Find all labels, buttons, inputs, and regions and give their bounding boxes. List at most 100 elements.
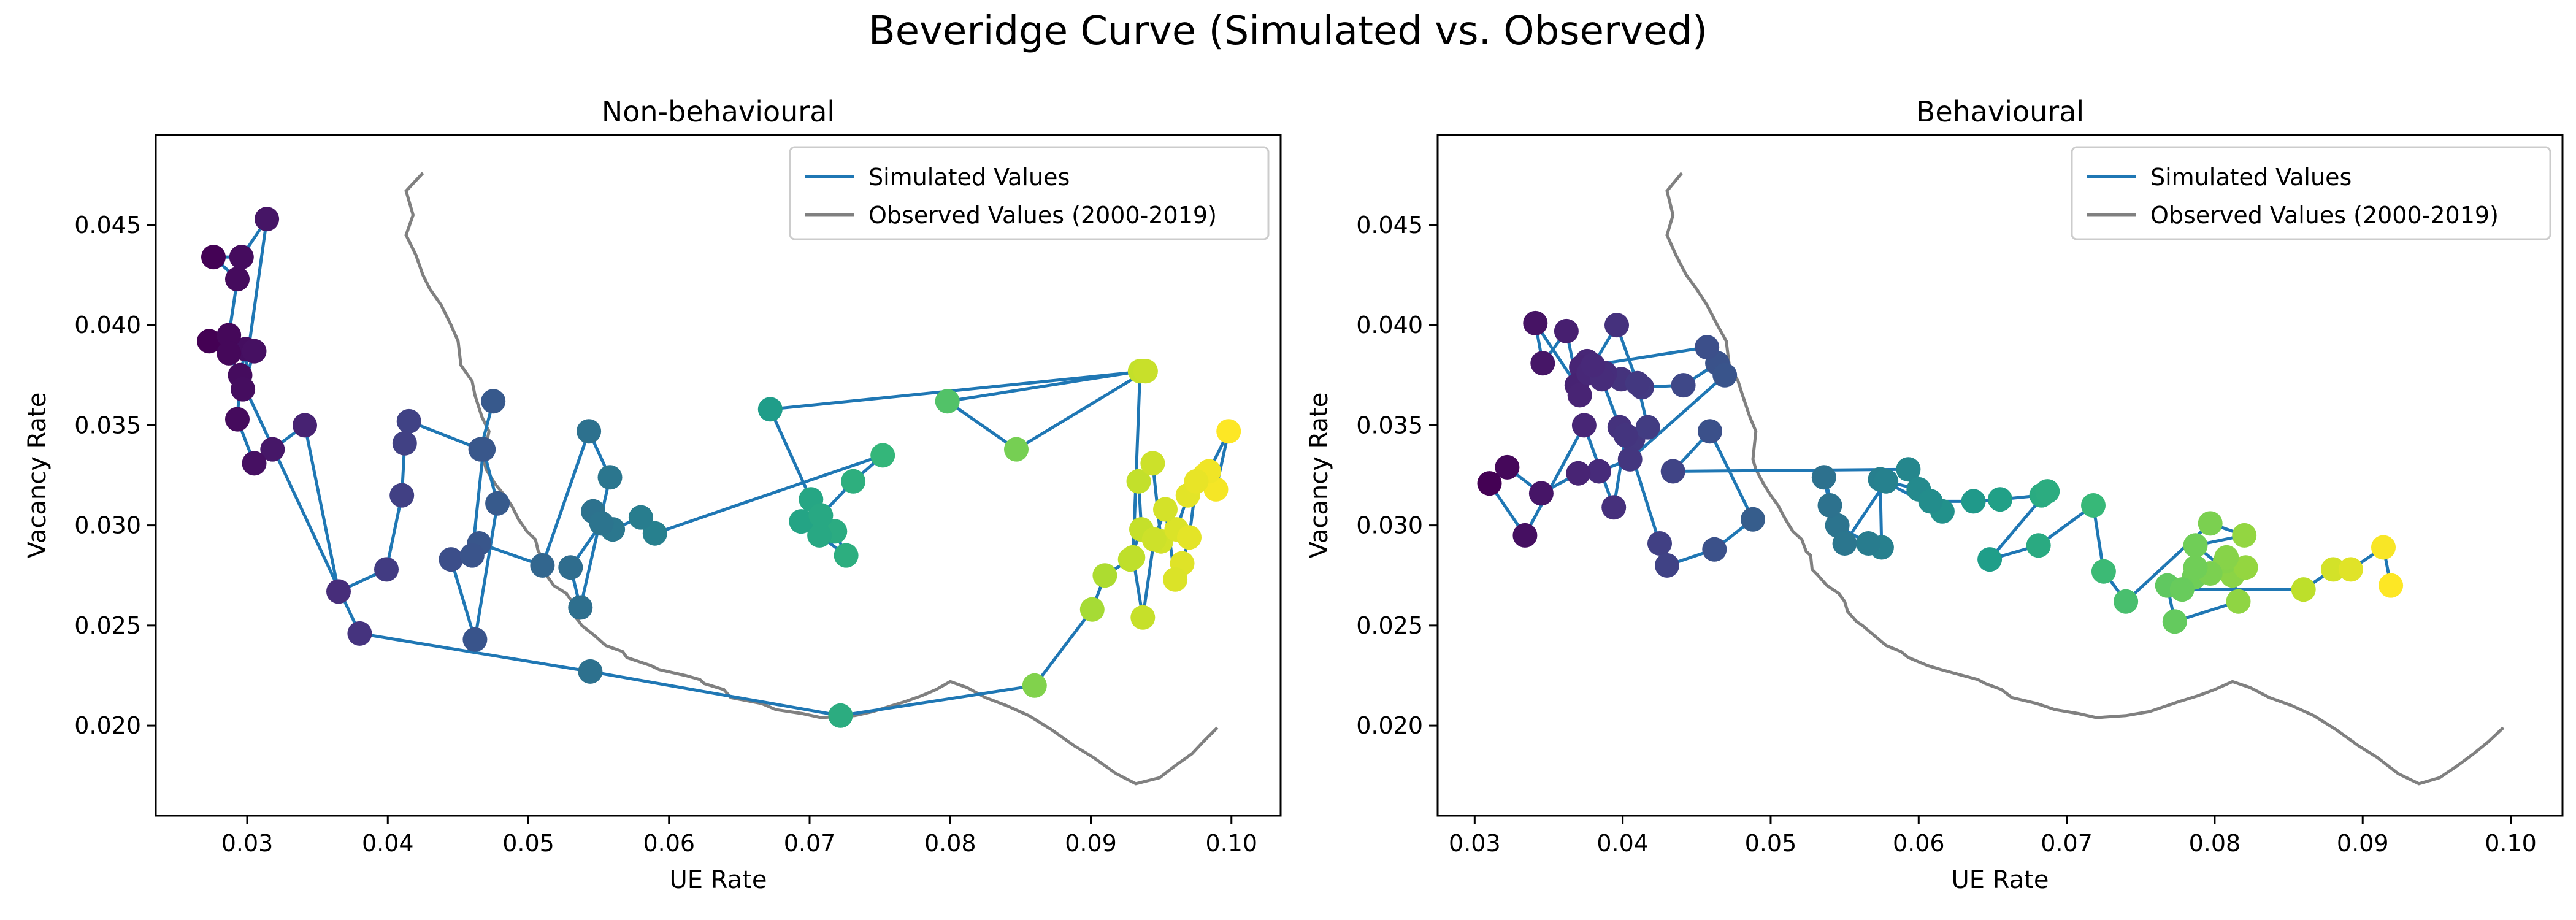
simulated-point (2114, 589, 2139, 614)
simulated-point (1163, 567, 1188, 592)
panel-title: Behavioural (1916, 95, 2084, 128)
observed-values-line (404, 172, 1219, 786)
simulated-point (1512, 523, 1538, 548)
simulated-point (2169, 577, 2195, 602)
simulated-point (1581, 353, 1606, 378)
y-axis-label: Vacancy Rate (23, 393, 52, 559)
simulated-point (589, 511, 614, 536)
simulated-point (1617, 447, 1643, 472)
simulated-point (1702, 537, 1727, 562)
simulated-point (481, 389, 506, 414)
simulated-point (828, 703, 853, 728)
plot-area (197, 172, 1241, 786)
simulated-point (568, 595, 593, 620)
simulated-point (231, 377, 256, 402)
simulated-point (2338, 557, 2363, 582)
simulated-point (628, 505, 653, 530)
y-tick-label: 0.035 (74, 412, 141, 439)
y-tick-label: 0.045 (74, 212, 141, 239)
simulated-point (841, 469, 866, 494)
simulated-point (2162, 609, 2187, 634)
simulated-point (326, 579, 351, 604)
simulated-point (1695, 335, 1720, 360)
simulated-point (808, 503, 834, 528)
simulated-point (217, 340, 242, 366)
x-tick-label: 0.03 (221, 830, 274, 857)
simulated-point (870, 443, 895, 468)
simulated-point (485, 491, 510, 516)
simulated-point (1625, 370, 1650, 396)
simulated-point (1153, 497, 1178, 522)
simulated-point (225, 267, 250, 292)
simulated-point (1092, 563, 1117, 588)
simulated-point (1140, 451, 1165, 476)
simulated-point (1712, 362, 1738, 388)
x-tick-label: 0.07 (784, 830, 836, 857)
x-tick-label: 0.04 (1597, 830, 1649, 857)
simulated-point (2081, 493, 2106, 518)
simulated-point (2232, 523, 2257, 548)
simulated-point (1141, 527, 1167, 552)
legend-label: Observed Values (2000-2019) (2150, 202, 2499, 229)
legend: Simulated Values Observed Values (2000-20… (2071, 146, 2551, 240)
simulated-point (2035, 479, 2060, 504)
panel-behavioural: Behavioural 0.03 0.04 0.05 0.06 0.07 0.08 0.09 0… (1305, 95, 2564, 894)
figure-title: Beveridge Curve (Simulated vs. Observed) (868, 9, 1708, 54)
x-tick-label: 0.10 (2485, 830, 2537, 857)
simulated-point (597, 465, 623, 490)
simulated-point (834, 543, 859, 568)
x-tick-label: 0.05 (502, 830, 554, 857)
simulated-point (1671, 373, 1696, 398)
simulated-point (1874, 469, 1899, 494)
observed-values-line (1665, 172, 2505, 786)
simulated-point (2233, 555, 2258, 580)
simulated-point (1523, 310, 1548, 335)
x-tick-label: 0.09 (2337, 830, 2389, 857)
simulated-point (1571, 413, 1597, 438)
simulated-point (255, 207, 280, 232)
simulated-point (229, 245, 254, 270)
simulated-point (2183, 533, 2208, 558)
simulated-point (1566, 461, 1591, 486)
simulated-point (2321, 557, 2345, 582)
simulated-point (1977, 547, 2003, 572)
simulated-point (2091, 559, 2116, 584)
simulated-point (293, 413, 317, 438)
y-tick-label: 0.030 (1356, 512, 1423, 539)
simulated-point (471, 437, 496, 462)
simulated-point (1022, 673, 1047, 698)
x-tick-label: 0.10 (1205, 830, 1257, 857)
simulated-point (1655, 553, 1679, 578)
simulated-point (935, 389, 960, 414)
simulated-point (1177, 525, 1202, 550)
y-tick-label: 0.020 (1356, 712, 1423, 739)
simulated-point (347, 621, 372, 646)
simulated-point (1660, 459, 1685, 484)
simulated-point (197, 329, 222, 354)
simulated-point (242, 451, 267, 476)
simulated-point (2214, 545, 2239, 570)
simulated-point (1811, 465, 1836, 490)
simulated-point (807, 523, 832, 548)
simulated-point (242, 339, 267, 364)
simulated-point (1817, 493, 1842, 518)
axes-frame (1436, 134, 2564, 817)
simulated-point (1530, 351, 1555, 376)
x-tick-label: 0.07 (2041, 830, 2093, 857)
simulated-point (1601, 495, 1627, 520)
simulated-point (462, 627, 488, 652)
x-tick-label: 0.06 (643, 830, 695, 857)
simulated-point (392, 431, 417, 456)
simulated-point (1856, 531, 1881, 556)
simulated-point (201, 245, 226, 270)
y-axis-label: Vacancy Rate (1305, 393, 1333, 559)
simulated-point (1133, 359, 1158, 384)
simulated-point (1184, 469, 1209, 494)
simulated-point (225, 407, 250, 432)
plot-area (1477, 172, 2505, 786)
simulated-point (1918, 489, 1943, 514)
simulated-point (389, 483, 415, 508)
legend-box (789, 146, 1270, 240)
x-axis-label: UE Rate (1952, 866, 2049, 894)
